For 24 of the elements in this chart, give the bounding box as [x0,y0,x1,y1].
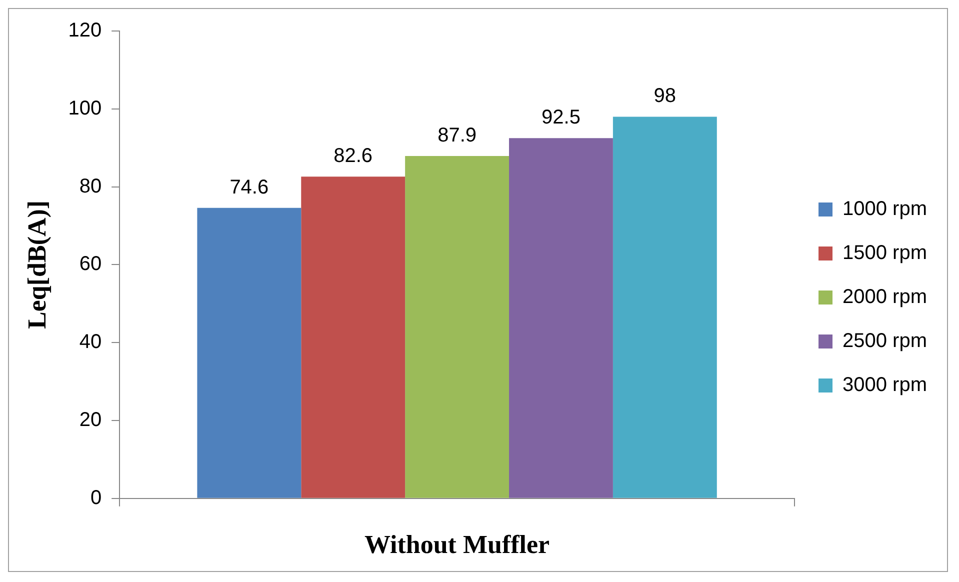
legend-label: 1500 rpm [842,242,928,264]
legend-label: 2500 rpm [842,330,928,352]
bar [405,156,510,498]
legend-label: 3000 rpm [842,374,928,396]
y-tick-label: 60 [79,253,102,276]
data-label: 82.6 [334,145,373,168]
data-label: 74.6 [230,176,269,198]
y-tick-label: 0 [90,486,102,509]
y-tick-label: 100 [68,97,102,120]
y-tick-label: 120 [68,20,102,42]
y-tick-label: 40 [79,331,102,354]
y-tick-label: 80 [79,175,102,198]
x-axis-title: Without Muffler [364,530,550,560]
bar [612,116,717,498]
bar [197,208,302,498]
data-label: 98 [654,85,676,108]
y-tick-label: 20 [79,409,102,432]
bar [301,176,406,498]
bar [509,138,613,498]
data-label: 92.5 [542,106,580,129]
legend-label: 1000 rpm [842,198,928,220]
data-label: 87.9 [438,124,477,147]
legend-label: 2000 rpm [842,286,928,308]
y-axis-title: Leq[dB(A)] [22,200,52,329]
